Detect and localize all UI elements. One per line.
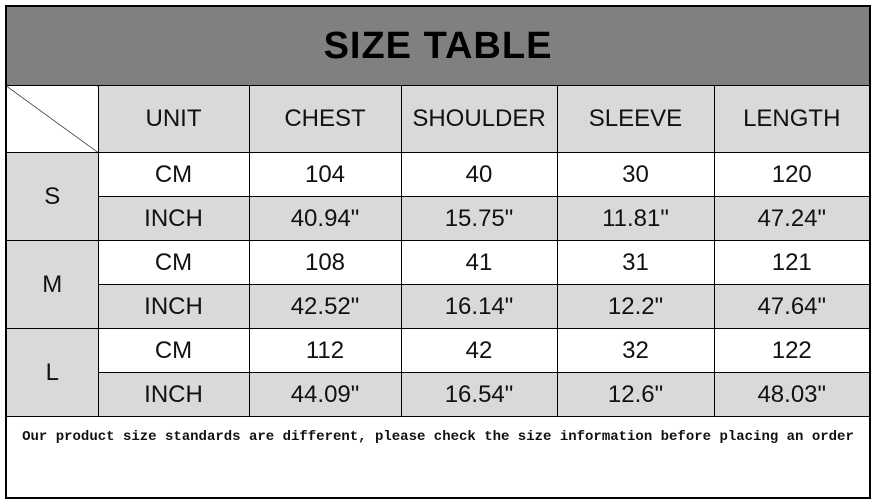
unit-cell: CM [97,328,250,373]
value-cell: 48.03" [713,372,871,417]
value-cell: 121 [713,240,871,285]
value-cell: 12.6" [556,372,715,417]
column-header-length: LENGTH [713,85,871,153]
value-cell: 122 [713,328,871,373]
value-cell: 104 [248,152,402,197]
value-cell: 42 [400,328,558,373]
value-cell: 30 [556,152,715,197]
table-row: INCH 40.94" 15.75" 11.81" 47.24" [6,196,871,241]
value-cell: 44.09" [248,372,402,417]
table-row: M CM 108 41 31 121 [5,240,871,329]
value-cell: 16.54" [400,372,558,417]
column-header-sleeve: SLEEVE [556,85,715,153]
unit-cell: INCH [97,284,250,329]
value-cell: 11.81" [556,196,715,241]
unit-cell: INCH [97,372,250,417]
unit-cell: CM [97,240,250,285]
value-cell: 32 [556,328,715,373]
value-cell: 31 [556,240,715,285]
size-table: SIZE TABLE UNIT CHEST SHOULDER SLEEVE LENGTH… [5,5,871,499]
table-title: SIZE TABLE [5,5,871,86]
value-cell: 15.75" [400,196,558,241]
column-header-chest: CHEST [248,85,402,153]
value-cell: 12.2" [556,284,715,329]
column-header-shoulder: SHOULDER [400,85,558,153]
value-cell: 42.52" [248,284,402,329]
size-note: Our product size standards are different… [5,416,871,499]
value-cell: 40 [400,152,558,197]
size-label: M [5,240,99,329]
value-cell: 41 [400,240,558,285]
size-label: L [5,328,99,417]
table-row: S CM 104 40 30 120 [5,152,871,241]
value-cell: 16.14" [400,284,558,329]
unit-cell: CM [97,152,250,197]
unit-cell: INCH [97,196,250,241]
table-row: INCH 42.52" 16.14" 12.2" 47.64" [6,284,871,329]
value-cell: 47.24" [713,196,871,241]
value-cell: 112 [248,328,402,373]
value-cell: 120 [713,152,871,197]
column-header-unit: UNIT [97,85,250,153]
diagonal-corner-cell [5,85,99,153]
size-label: S [5,152,99,241]
value-cell: 108 [248,240,402,285]
table-row: INCH 44.09" 16.54" 12.6" 48.03" [6,372,871,417]
value-cell: 47.64" [713,284,871,329]
value-cell: 40.94" [248,196,402,241]
table-row: L CM 112 42 32 122 [5,328,871,417]
